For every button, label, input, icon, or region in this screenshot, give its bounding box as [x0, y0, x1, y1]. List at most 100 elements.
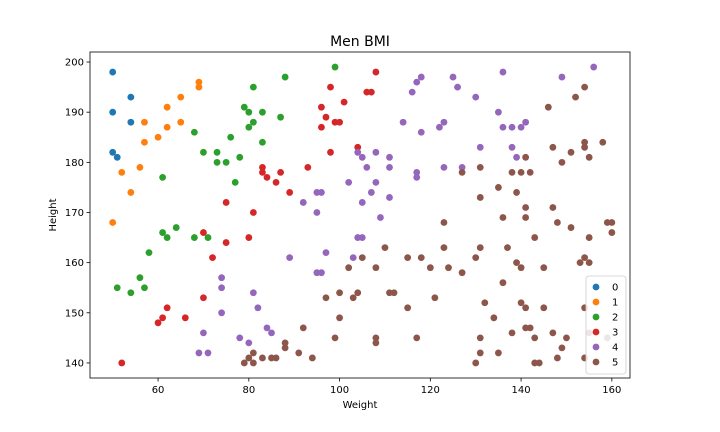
data-point	[508, 329, 516, 337]
data-point	[481, 299, 489, 307]
data-point	[222, 239, 230, 246]
data-point	[113, 284, 121, 292]
data-point	[445, 264, 452, 272]
data-point	[449, 73, 457, 81]
data-point	[263, 173, 271, 181]
data-point	[404, 254, 412, 262]
data-point	[526, 168, 534, 176]
y-tick-label: 140	[65, 358, 84, 369]
data-point	[377, 214, 384, 221]
data-point	[413, 173, 421, 181]
data-point	[372, 264, 380, 272]
scatter-points	[109, 63, 616, 367]
data-point	[268, 329, 275, 337]
data-point	[476, 194, 484, 201]
data-point	[272, 179, 280, 186]
data-point	[249, 349, 257, 357]
data-point	[513, 189, 520, 196]
data-point	[127, 93, 135, 101]
data-point	[218, 274, 225, 282]
data-point	[172, 224, 180, 231]
data-point	[322, 113, 330, 121]
data-point	[349, 294, 357, 302]
data-point	[585, 259, 593, 267]
data-point	[358, 153, 366, 161]
y-tick-label: 180	[65, 158, 84, 169]
legend-marker	[592, 313, 600, 321]
data-point	[358, 254, 366, 262]
data-point	[141, 284, 148, 292]
data-point	[109, 219, 117, 226]
data-point	[522, 118, 530, 126]
data-point	[181, 314, 189, 322]
data-point	[245, 123, 253, 131]
data-point	[136, 163, 144, 171]
y-axis-label: Height	[48, 198, 59, 231]
data-point	[141, 118, 148, 126]
y-tick-label: 150	[65, 308, 84, 319]
data-point	[372, 179, 380, 186]
data-point	[259, 163, 266, 171]
data-point	[163, 234, 171, 241]
data-point	[513, 259, 520, 267]
data-point	[159, 229, 167, 236]
data-point	[281, 339, 289, 347]
x-tick-label: 140	[512, 385, 531, 396]
y-tick-label: 190	[65, 108, 84, 119]
data-point	[163, 123, 171, 131]
data-point	[544, 103, 552, 111]
data-point	[476, 334, 484, 342]
data-point	[245, 234, 253, 241]
data-point	[209, 254, 216, 262]
data-point	[476, 349, 484, 357]
data-point	[495, 184, 502, 191]
data-point	[358, 199, 366, 206]
data-point	[154, 319, 162, 327]
legend: 0 1 2 3 4 5	[585, 275, 627, 375]
chart-title: Men BMI	[330, 34, 390, 50]
data-point	[281, 73, 289, 81]
data-point	[127, 189, 135, 196]
data-point	[499, 123, 507, 131]
data-point	[499, 279, 507, 287]
data-point	[240, 103, 248, 111]
data-point	[318, 269, 325, 277]
data-point	[440, 219, 448, 226]
data-point	[608, 229, 616, 236]
data-point	[531, 334, 539, 342]
x-axis: 60 80 100 120 140 160	[152, 378, 621, 396]
data-point	[431, 294, 439, 302]
data-point	[581, 83, 589, 91]
x-tick-label: 120	[421, 385, 440, 396]
data-point	[585, 234, 593, 241]
data-point	[308, 354, 316, 362]
data-point	[440, 244, 448, 252]
y-axis: 140 150 160 170 180 190 200	[65, 58, 90, 369]
data-point	[417, 73, 425, 81]
plot-area	[89, 51, 631, 379]
data-point	[340, 98, 348, 106]
data-point	[458, 163, 466, 171]
data-point	[567, 148, 575, 156]
data-point	[313, 209, 321, 216]
data-point	[336, 314, 343, 322]
data-point	[240, 359, 248, 367]
legend-label: 3	[612, 328, 618, 339]
data-point	[204, 234, 212, 241]
data-point	[553, 354, 561, 362]
x-tick-label: 80	[242, 385, 255, 396]
data-point	[154, 133, 162, 141]
legend-label: 5	[612, 358, 618, 369]
data-point	[458, 269, 466, 277]
series-5	[240, 83, 616, 367]
data-point	[195, 83, 203, 91]
data-point	[109, 108, 117, 116]
data-point	[249, 359, 257, 367]
data-point	[318, 123, 325, 131]
legend-label: 0	[612, 283, 618, 294]
data-point	[490, 314, 498, 322]
data-point	[245, 354, 253, 362]
legend-marker	[592, 283, 600, 291]
data-point	[222, 158, 230, 166]
